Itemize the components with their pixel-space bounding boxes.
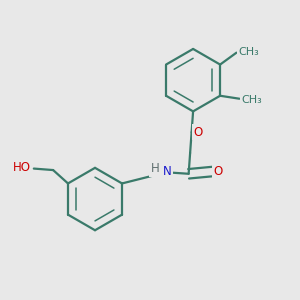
Text: H: H [151,162,159,175]
Text: O: O [213,165,222,178]
Text: CH₃: CH₃ [238,47,259,57]
Text: N: N [163,165,172,178]
Text: CH₃: CH₃ [241,94,262,105]
Text: HO: HO [13,161,31,174]
Text: O: O [194,126,203,139]
